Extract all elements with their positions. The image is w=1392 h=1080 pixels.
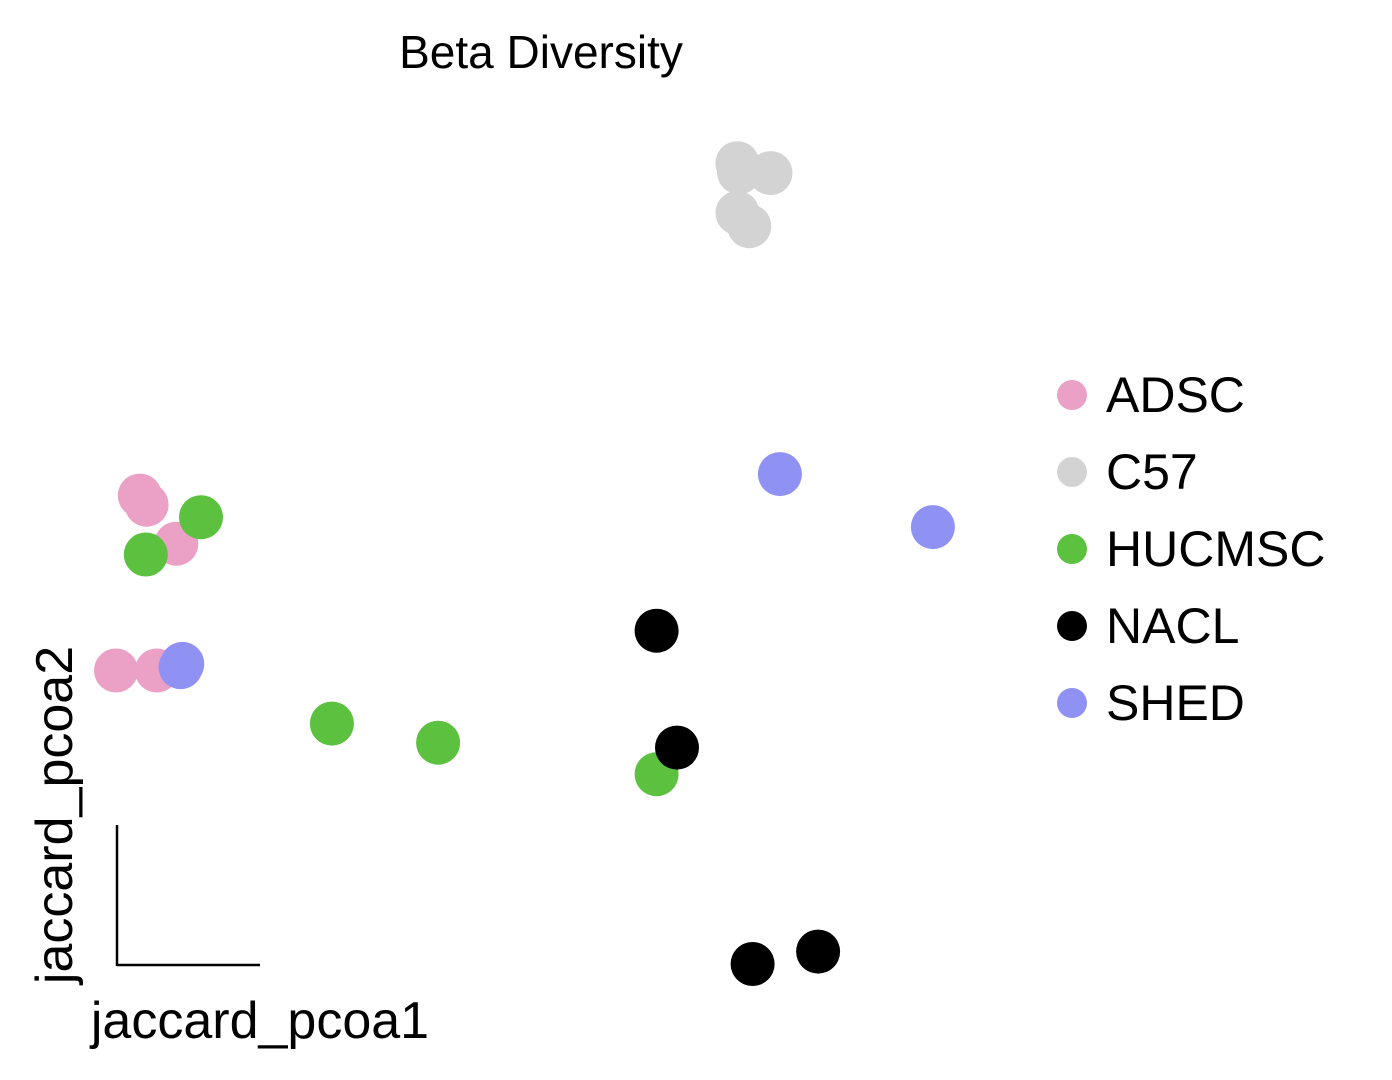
data-point-c57-3 <box>748 151 793 196</box>
data-point-hucmsc-3 <box>309 701 354 746</box>
data-point-hucmsc-1 <box>179 495 223 540</box>
data-point-hucmsc-4 <box>416 720 461 765</box>
data-point-adsc-2 <box>124 482 169 527</box>
data-point-c57-2 <box>717 150 761 195</box>
legend-marker-nacl <box>1057 611 1087 641</box>
data-point-shed-4 <box>158 645 203 690</box>
data-point-nacl-1 <box>634 608 679 653</box>
data-point-shed-2 <box>910 505 955 550</box>
data-point-hucmsc-2 <box>123 532 168 577</box>
legend-label-c57: C57 <box>1106 444 1198 500</box>
legend-marker-hucmsc <box>1057 534 1087 564</box>
chart-title: Beta Diversity <box>399 26 683 78</box>
data-point-nacl-4 <box>730 942 775 986</box>
x-axis-label: jaccard_pcoa1 <box>89 992 429 1050</box>
data-point-c57-5 <box>727 204 772 249</box>
legend-marker-adsc <box>1057 380 1087 410</box>
legend-label-hucmsc: HUCMSC <box>1106 521 1325 577</box>
data-point-nacl-3 <box>796 929 841 974</box>
data-point-adsc-4 <box>94 648 138 693</box>
legend-marker-shed <box>1057 688 1087 718</box>
legend-marker-c57 <box>1057 457 1087 487</box>
points-layer <box>94 141 955 986</box>
data-point-shed-1 <box>757 452 802 497</box>
legend-label-nacl: NACL <box>1106 598 1239 654</box>
legend-label-shed: SHED <box>1106 675 1245 731</box>
data-point-nacl-2 <box>655 725 699 770</box>
y-axis-label: jaccard_pcoa2 <box>26 646 84 986</box>
legend: ADSC C57 HUCMSC NACL SHED <box>1057 367 1325 731</box>
legend-label-adsc: ADSC <box>1106 367 1245 423</box>
